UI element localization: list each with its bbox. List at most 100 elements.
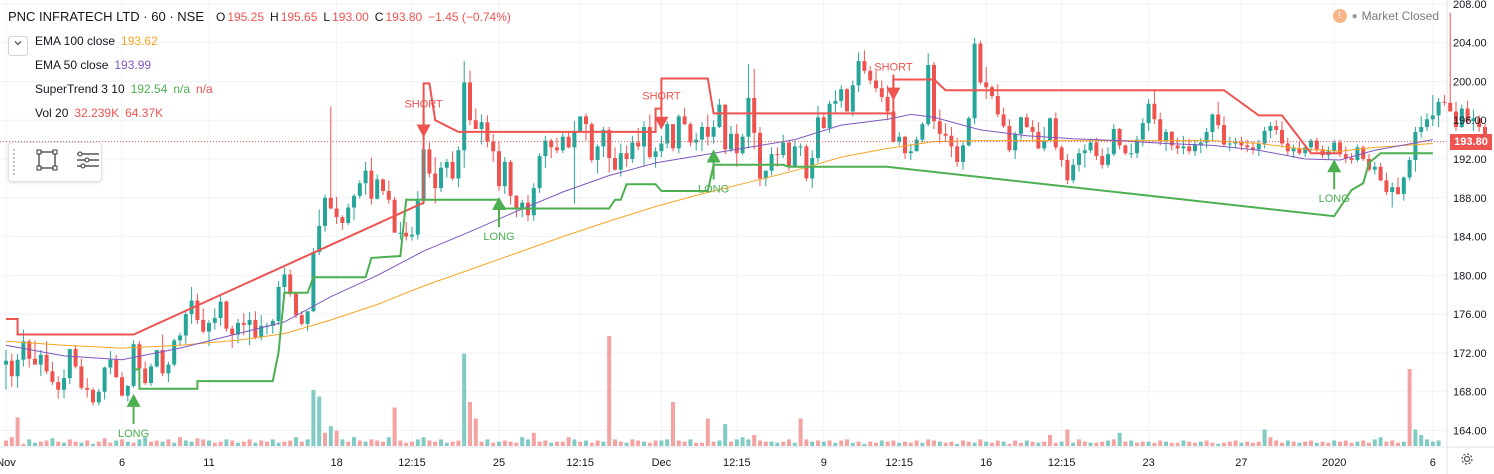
candle-body [4,360,8,365]
indicator-row-ema50[interactable]: EMA 50 close 193.99 [8,53,517,77]
volume-bar [137,439,142,446]
info-icon[interactable]: ! [1332,9,1347,23]
ema100-name: EMA 100 close [35,34,116,48]
candle-body [1349,158,1354,160]
volume-bar [630,439,635,446]
indicator-row-supertrend[interactable]: SuperTrend 3 10 192.54 n/a n/a [8,77,517,101]
volume-bar [816,440,820,446]
indicator-row-ema100[interactable]: EMA 100 close 193.62 [8,29,517,53]
candle-body [740,136,745,154]
volume-bar [369,439,374,446]
candle-body [914,139,919,152]
candle-body [73,349,78,367]
candle-body [781,142,786,156]
candle-body [195,300,200,320]
volume-bar [1367,442,1371,446]
volume-bar [595,440,600,446]
chart-legend: PNC INFRATECH LTD · 60 · NSE O 195.25 H 19… [8,5,517,125]
volume-bar [1390,440,1395,446]
candle-body [1471,118,1476,122]
collapse-legend-button[interactable] [8,36,28,56]
volume-bar [1082,441,1087,446]
volume-bar [172,442,177,446]
candle-body [346,207,351,224]
candle-body [1222,125,1226,145]
candle-body [508,161,513,196]
candle-body [705,127,710,137]
volume-bar [166,439,171,446]
candle-body [102,367,107,392]
volume-bar [131,442,136,446]
volume-bar [102,438,107,446]
volume-bar [1077,439,1081,446]
candle-body [1384,180,1389,192]
candle-body [1146,103,1151,124]
candle-body [62,378,66,390]
volume-bar [1355,441,1360,446]
candle-body [682,116,687,125]
rectangle-tool-button[interactable] [34,147,61,177]
candle-body [1123,145,1128,154]
candle-body [305,311,310,324]
volume-bar [694,442,699,446]
toolbar-drag-handle[interactable] [13,149,18,175]
symbol-name[interactable]: PNC INFRATECH LTD · 60 · NSE [8,9,204,24]
volume-bar [1071,442,1076,446]
volume-bar [50,438,55,446]
volume-bar [1094,442,1099,446]
candle-body [166,364,171,374]
volume-bar [497,441,501,446]
volume-bar [653,440,658,446]
volume-bar [531,432,536,446]
candle-body [897,136,902,142]
volume-bar [9,437,14,446]
volume-bar [723,424,728,446]
candle-body [33,358,37,365]
volume-bar [207,440,211,446]
volume-bar [253,442,258,446]
ema100-line [5,140,1433,349]
candle-body [1042,140,1047,149]
candle-body [386,191,391,200]
volume-bar [363,441,368,446]
candle-body [932,64,936,122]
candle-body [1059,147,1064,160]
volume-bar [21,443,26,446]
volume-bar [937,441,942,446]
volume-bar [903,441,907,446]
candle-body [845,89,849,112]
price-tick-label: 192.00 [1453,154,1487,166]
object-tree-button[interactable] [74,147,101,177]
volume-bar [317,396,322,446]
volume-bar [1140,441,1145,446]
time-tick-label: 27 [1235,457,1247,469]
candle-body [473,120,478,129]
volume-bar [212,442,217,446]
candle-body [827,103,832,128]
candle-body [1140,123,1145,140]
candle-body [1088,142,1093,151]
volume-bar [682,441,687,446]
volume-bar [885,441,890,446]
time-tick-label: 12:15 [1048,457,1076,469]
chart-settings-button[interactable] [1457,451,1477,471]
volume-bar [908,442,913,446]
volume-bar [978,439,983,446]
candle-body [1169,131,1174,146]
volume-bar [120,439,124,446]
candle-body [502,161,507,187]
volume-bar [1204,440,1209,446]
time-tick-label: 6 [1430,457,1436,469]
candle-body [1227,143,1232,145]
candle-body [671,124,675,149]
candle-body [618,153,623,170]
volume-bar [160,441,165,446]
volume-bar [218,441,223,446]
candle-body [9,360,14,377]
volume-bar [642,441,646,446]
volume-bar [543,440,548,446]
volume-bar [299,441,304,446]
candle-body [1390,187,1395,192]
indicator-row-volume[interactable]: Vol 20 32.239K 64.37K [8,101,517,125]
